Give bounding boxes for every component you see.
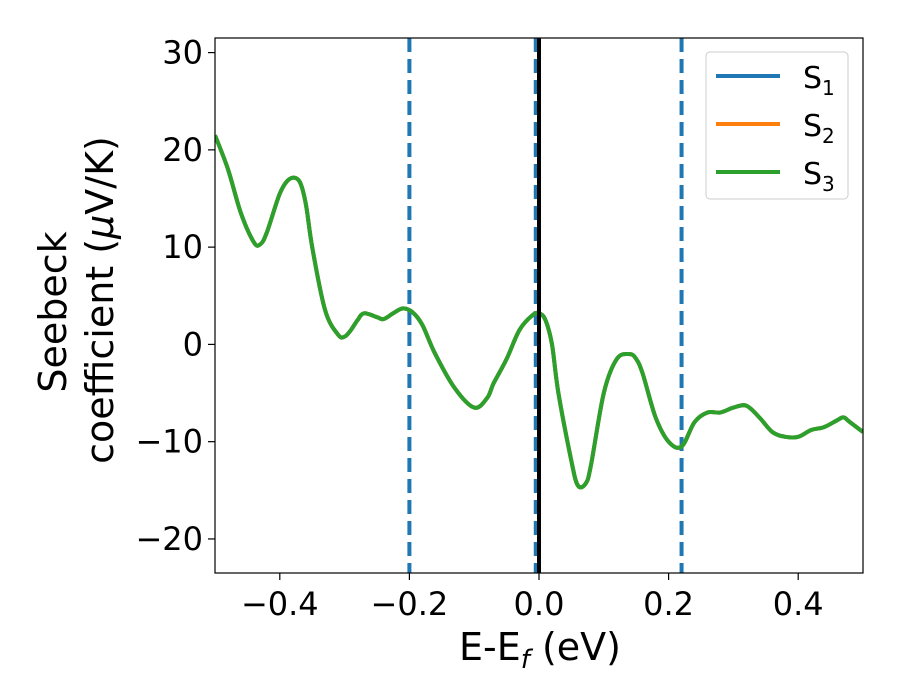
legend-entry-s2: S2 [716, 109, 835, 148]
y-tick-label: −10 [135, 423, 203, 461]
x-axis-label: E-Ef (eV) [459, 625, 621, 675]
y-axis-label-line1: Seebeck [31, 231, 75, 392]
y-tick-label: 10 [162, 228, 203, 266]
y-tick-label: 20 [162, 131, 203, 169]
legend: S1 S2 S3 [705, 51, 849, 200]
plot-content [215, 38, 863, 573]
x-tick-label: −0.4 [241, 585, 319, 623]
y-axis-ticks: −20 −10 0 10 20 30 [135, 34, 215, 558]
x-axis-ticks: −0.4 −0.2 0.0 0.2 0.4 [241, 573, 824, 623]
plot-frame [214, 37, 864, 574]
series-line-s3 [215, 134, 863, 490]
x-axis-label-main: E-E [459, 625, 521, 669]
x-tick-label: −0.2 [371, 585, 449, 623]
legend-entry-s1: S1 [716, 61, 835, 100]
x-tick-label: 0.4 [773, 585, 824, 623]
x-tick-label: 0.0 [514, 585, 565, 623]
legend-label-s1: S1 [803, 61, 835, 100]
x-axis-label-unit: (eV) [530, 625, 621, 669]
y-tick-label: 30 [162, 34, 203, 72]
legend-label-s3: S3 [803, 157, 835, 196]
y-tick-label: 0 [183, 325, 203, 363]
y-axis-label-line2: coefficient (μV/K) [78, 136, 122, 464]
y-tick-label: −20 [135, 520, 203, 558]
x-tick-label: 0.2 [643, 585, 694, 623]
y-axis-label: Seebeck coefficient (μV/K) [31, 136, 122, 464]
mu-symbol: μ [78, 215, 122, 240]
legend-label-s2: S2 [803, 109, 835, 148]
legend-entry-s3: S3 [716, 157, 835, 196]
